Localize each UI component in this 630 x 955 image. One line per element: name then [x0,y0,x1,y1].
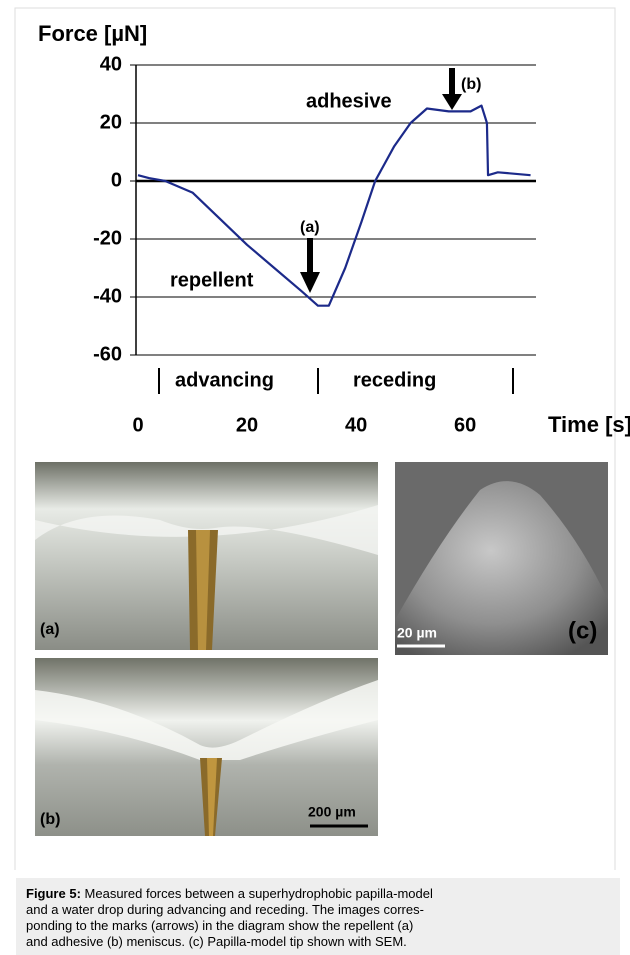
annotation: (a) [300,219,320,236]
x-tick-label: 40 [345,414,367,436]
phase-label: receding [353,369,436,391]
y-axis-label: Force [µN] [38,21,147,46]
caption: Figure 5: Measured forces between a supe… [16,878,620,955]
annotation: adhesive [306,90,392,112]
y-tick-label: 20 [100,111,122,133]
caption-line: Figure 5: Measured forces between a supe… [26,886,610,902]
photo-label: (b) [40,811,60,828]
annotation: (b) [461,76,481,93]
arrows [300,68,462,293]
y-tick-label: -40 [93,285,122,307]
caption-line: ponding to the marks (arrows) in the dia… [26,918,414,933]
x-tick-label: 60 [454,414,476,436]
chart: Force [µN] Time [s] (a) (b) (c) 200 µm 2… [14,7,630,870]
caption-label: Figure 5: [26,886,81,901]
y-tick-label: -60 [93,343,122,365]
photo-label: (c) [568,617,597,644]
scale-label: 20 µm [397,625,437,641]
y-tick-label: 0 [111,169,122,191]
annotation: repellent [170,269,254,291]
phase-label: advancing [175,369,274,391]
frame [14,7,616,870]
caption-line: and a water drop during advancing and re… [26,902,424,917]
photo-c [395,462,608,655]
scale-label: 200 µm [308,804,356,820]
photo-a [35,462,378,650]
caption-text: Measured forces between a superhydrophob… [84,886,433,901]
phase-separators [158,368,514,394]
x-axis-label: Time [s] [548,412,630,437]
x-tick-label: 0 [132,414,143,436]
photo-b [35,658,378,836]
x-tick-label: 20 [236,414,258,436]
caption-line: and adhesive (b) meniscus. (c) Papilla-m… [26,934,407,949]
data-line [137,104,531,307]
y-tick-label: 40 [100,53,122,75]
y-tick-label: -20 [93,227,122,249]
photo-label: (a) [40,621,60,638]
